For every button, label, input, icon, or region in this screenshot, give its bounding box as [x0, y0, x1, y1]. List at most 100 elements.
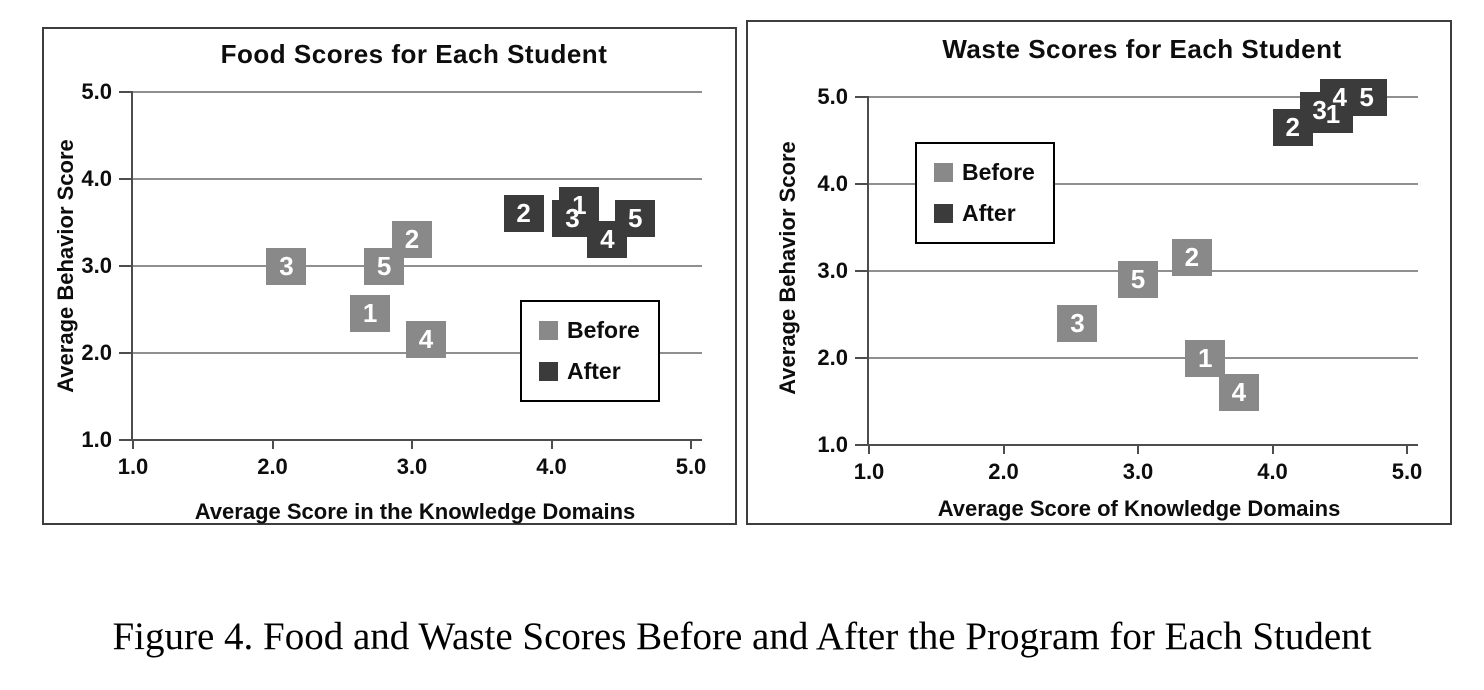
marker-label-after-student-5: 5: [1359, 81, 1374, 112]
marker-label-before-student-4: 4: [418, 324, 434, 355]
marker-label-after-student-4: 4: [600, 224, 615, 255]
x-tick-label-5.0: 5.0: [1391, 459, 1423, 484]
marker-before-student-4: [1218, 374, 1259, 412]
y-tick-label-5.0: 5.0: [817, 84, 848, 109]
x-tick-label-1.0: 1.0: [853, 459, 885, 484]
marker-label-before-student-5: 5: [1130, 264, 1146, 295]
marker-after-student-5: [1346, 78, 1387, 116]
y-tick-label-2.0: 2.0: [817, 345, 848, 370]
waste-legend: Before After: [915, 142, 1055, 244]
after-swatch-icon: [539, 362, 558, 382]
x-tick-1.0: [132, 440, 134, 449]
marker-label-before-student-2: 2: [404, 224, 420, 255]
x-tick-label-2.0: 2.0: [257, 454, 288, 479]
marker-label-before-student-1: 1: [1198, 342, 1213, 373]
y-tick-5.0: [855, 96, 867, 98]
y-tick-3.0: [855, 270, 867, 272]
food-legend: Before After: [520, 300, 660, 402]
x-tick-label-4.0: 4.0: [536, 454, 567, 479]
after-swatch-icon: [934, 204, 953, 224]
x-tick-label-3.0: 3.0: [396, 454, 428, 479]
marker-label-before-student-1: 1: [362, 298, 378, 329]
x-tick-label-2.0: 2.0: [988, 459, 1019, 484]
before-swatch-icon: [934, 162, 953, 182]
x-tick-3.0: [411, 440, 413, 449]
marker-before-student-4: [405, 321, 446, 359]
legend-label-after: After: [567, 358, 621, 385]
marker-before-student-2: [1171, 239, 1212, 277]
y-tick-label-3.0: 3.0: [81, 253, 112, 278]
marker-label-after-student-2: 2: [1285, 111, 1300, 142]
marker-before-student-1: [1185, 339, 1226, 377]
marker-before-student-1: [350, 295, 391, 333]
legend-label-before: Before: [567, 316, 640, 343]
marker-label-before-student-3: 3: [279, 250, 294, 281]
gridline-4.0: [133, 178, 702, 180]
gridline-5.0: [133, 91, 702, 93]
gridline-4.0: [869, 183, 1418, 185]
y-tick-label-1.0: 1.0: [817, 432, 848, 457]
legend-item-after: After: [934, 200, 1053, 227]
marker-after-student-2: [503, 195, 544, 233]
y-tick-4.0: [119, 178, 131, 180]
x-tick-5.0: [1406, 445, 1408, 454]
marker-label-before-student-3: 3: [1070, 307, 1085, 338]
x-tick-2.0: [271, 440, 274, 449]
legend-label-before: Before: [962, 158, 1035, 185]
marker-label-after-student-3: 3: [565, 202, 580, 233]
x-tick-4.0: [1271, 445, 1274, 454]
x-tick-3.0: [1137, 445, 1139, 454]
y-axis-line: [131, 91, 133, 441]
figure-caption: Figure 4. Food and Waste Scores Before a…: [112, 615, 1372, 658]
y-tick-label-4.0: 4.0: [817, 171, 848, 196]
legend-label-after: After: [962, 200, 1016, 227]
waste-chart-title: Waste Scores for Each Student: [942, 34, 1342, 64]
x-tick-label-4.0: 4.0: [1257, 459, 1288, 484]
y-tick-4.0: [855, 183, 867, 185]
waste-x-axis-title: Average Score of Knowledge Domains: [937, 496, 1341, 521]
x-tick-label-3.0: 3.0: [1122, 459, 1154, 484]
x-tick-label-1.0: 1.0: [117, 454, 149, 479]
x-tick-label-5.0: 5.0: [675, 454, 707, 479]
y-tick-label-2.0: 2.0: [81, 340, 112, 365]
marker-label-after-student-3: 3: [1312, 94, 1327, 125]
marker-label-after-student-4: 4: [1332, 81, 1347, 112]
x-axis-line: [869, 444, 1418, 446]
y-tick-label-5.0: 5.0: [81, 79, 112, 104]
before-swatch-icon: [539, 320, 558, 340]
food-chart-title: Food Scores for Each Student: [220, 39, 608, 69]
y-tick-5.0: [119, 91, 131, 93]
food-x-axis-title: Average Score in the Knowledge Domains: [194, 499, 636, 524]
y-tick-3.0: [119, 265, 131, 267]
marker-label-after-student-1: 1: [1325, 98, 1341, 129]
y-tick-label-1.0: 1.0: [81, 427, 112, 452]
x-tick-4.0: [550, 440, 553, 449]
y-tick-1.0: [855, 444, 867, 446]
gridline-5.0: [869, 96, 1418, 98]
gridline-3.0: [133, 265, 702, 267]
marker-label-after-student-2: 2: [516, 198, 531, 229]
y-tick-2.0: [855, 357, 867, 359]
food-chart-panel: Food Scores for Each Student Average Beh…: [42, 27, 737, 525]
x-tick-2.0: [1002, 445, 1005, 454]
marker-after-student-5: [615, 199, 656, 237]
marker-before-student-3: [266, 247, 307, 285]
marker-label-before-student-4: 4: [1231, 377, 1247, 408]
marker-label-after-student-1: 1: [572, 189, 587, 220]
y-tick-label-3.0: 3.0: [817, 258, 848, 283]
x-tick-1.0: [868, 445, 870, 454]
waste-chart-panel: Waste Scores for Each Student Average Be…: [746, 20, 1452, 525]
marker-label-before-student-5: 5: [376, 250, 392, 281]
gridline-2.0: [869, 357, 1418, 359]
legend-item-before: Before: [934, 159, 1053, 186]
x-tick-5.0: [690, 440, 692, 449]
marker-label-after-student-5: 5: [627, 202, 643, 233]
legend-item-after: After: [539, 358, 658, 385]
y-tick-label-4.0: 4.0: [81, 166, 112, 191]
y-tick-1.0: [119, 439, 131, 441]
y-axis-line: [867, 96, 869, 446]
y-tick-2.0: [119, 352, 131, 354]
marker-after-student-3: [552, 199, 593, 237]
marker-before-student-5: [364, 247, 405, 285]
